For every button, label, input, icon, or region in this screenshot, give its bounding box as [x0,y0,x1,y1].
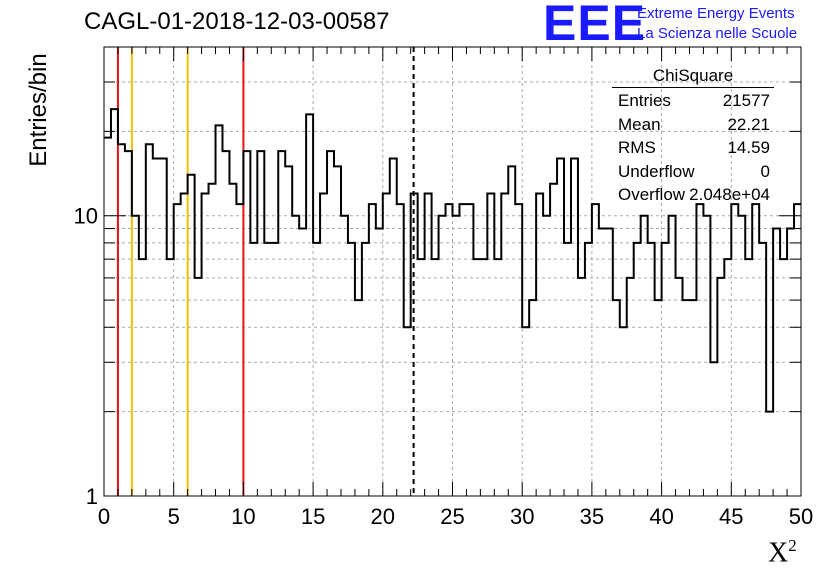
x-tick-label: 10 [231,504,255,529]
stats-row: Mean 22.21 [612,113,774,137]
logo-line-1: Extreme Energy Events [637,5,795,22]
stats-row: Overflow 2.048e+04 [612,183,774,207]
x-tick-label: 45 [719,504,743,529]
chart-title: CAGL-01-2018-12-03-00587 [84,8,390,35]
x-axis-label: X2 [768,536,797,569]
logo-line-2: La Scienza nelle Scuole [637,25,798,42]
x-tick-label: 20 [371,504,395,529]
x-tick-label: 50 [789,504,813,529]
stat-value: 0 [760,161,770,181]
x-tick-label: 25 [440,504,464,529]
axes: 0 5 10 15 20 25 30 35 40 45 50 1 10 [74,46,813,529]
x-tick-label: 35 [580,504,604,529]
stat-value: 21577 [722,91,770,110]
stats-row: Underflow 0 [612,160,774,184]
histogram-series [104,108,801,413]
x-tick-label: 40 [649,504,673,529]
stat-name: Overflow [618,185,686,204]
x-tick-label: 30 [510,504,534,529]
stat-name: Entries [618,91,671,110]
stat-value: 2.048e+04 [689,185,770,204]
stats-title: ChiSquare [612,66,774,88]
stat-value: 22.21 [727,114,770,134]
stat-name: Underflow [618,161,695,181]
marker-lines [116,47,415,496]
eee-logo: EEE [543,0,647,51]
stat-name: Mean [618,114,661,134]
x-tick-label: 5 [168,504,180,529]
y-tick-label: 10 [74,204,98,229]
stat-value: 14.59 [727,138,770,157]
stat-name: RMS [618,138,656,157]
y-tick-label: 1 [86,484,98,509]
y-axis-label: Entries/bin [25,53,52,167]
x-tick-label: 0 [98,504,110,529]
x-tick-label: 15 [301,504,325,529]
stats-row: Entries 21577 [612,89,774,113]
stats-box: ChiSquare Entries 21577 Mean 22.21 RMS 1… [612,66,774,207]
stats-row: RMS 14.59 [612,136,774,160]
